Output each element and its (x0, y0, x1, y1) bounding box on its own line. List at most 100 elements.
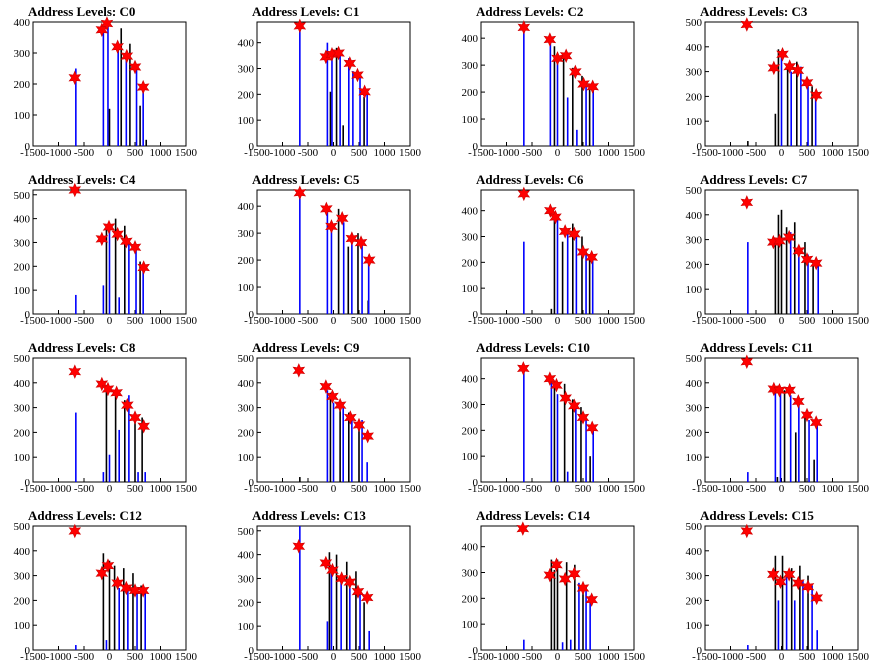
y-tick-label: 0 (25, 309, 31, 321)
chart-panel: Address Levels: C4 0 100 200 300 400 500 -1500-… (0, 168, 224, 336)
histogram-plot: 0 100 200 300 400 500 -1500 -1000 -500 0 500 1000 15… (686, 521, 870, 663)
y-tick-label: 300 (462, 568, 479, 580)
y-tick-label: 100 (686, 116, 703, 128)
histogram-plot: 0 100 200 300 400 500 -1500 -1000 -500 0 500 1000 15… (14, 182, 198, 327)
chart-title: Address Levels: C12 (28, 508, 142, 523)
peak-marker (101, 558, 115, 573)
y-tick-label: 400 (14, 378, 31, 390)
plot-frame (256, 189, 411, 315)
y-tick-label: 400 (14, 17, 31, 29)
x-tick-label: -500 (746, 147, 767, 159)
y-tick-label: 200 (686, 427, 703, 439)
y-tick-label: 100 (462, 619, 479, 631)
peak-marker (559, 390, 572, 406)
chart-panel: Address Levels: C8 0 100 200 300 400 500 -1500-… (0, 336, 224, 504)
chart-panel: Address Levels: C13 0 100 200 300 400 500 -1500… (224, 504, 448, 672)
x-tick-label: 1000 (598, 315, 621, 327)
peak-marker (517, 20, 531, 35)
peak-marker (792, 243, 806, 259)
peak-marker (128, 59, 142, 75)
peak-marker (137, 418, 150, 434)
y-tick-label: 400 (686, 42, 703, 54)
x-tick-label: 0 (107, 483, 113, 495)
peak-marker (776, 46, 789, 62)
peak-marker (128, 583, 142, 598)
peak-marker (782, 567, 796, 582)
histogram-plot: 0 100 200 300 400 500 -1500 -1000 -500 0 500 1000 15… (686, 17, 870, 159)
y-tick-label: 300 (14, 237, 31, 249)
peak-marker (585, 592, 598, 607)
peak-marker (783, 382, 796, 398)
peak-marker (549, 209, 562, 225)
plot-frame (256, 525, 411, 651)
x-tick-label: 0 (107, 315, 113, 327)
chart-title: Address Levels: C10 (476, 340, 590, 355)
peak-marker (354, 235, 368, 250)
y-tick-label: 0 (249, 645, 255, 657)
x-tick-label: -1000 (718, 483, 744, 495)
peak-marker (800, 407, 814, 423)
peak-marker (102, 219, 116, 235)
peak-marker (137, 260, 150, 275)
histogram-plot: 0 100 200 300 400 -1500 -1000 -500 0 500 1000 1500 (238, 185, 422, 327)
y-tick-label: 0 (697, 477, 703, 489)
peak-marker (576, 244, 590, 260)
x-tick-label: -1000 (46, 315, 72, 327)
x-tick-label: 0 (555, 147, 561, 159)
x-tick-label: 1000 (150, 483, 173, 495)
peak-marker (68, 70, 82, 86)
x-tick-label: -1000 (270, 147, 296, 159)
peak-marker (550, 557, 563, 573)
peak-marker (128, 410, 142, 425)
x-tick-label: 1000 (150, 315, 173, 327)
x-tick-label: 0 (555, 315, 561, 327)
peak-marker (783, 59, 796, 74)
chart-panel: Address Levels: C0 0 100 200 300 400 -1500 -100… (0, 0, 224, 168)
chart-panel: Address Levels: C14 0 100 200 300 400 -1500 -10… (448, 504, 672, 672)
x-tick-label: 1500 (847, 483, 870, 495)
x-tick-label: -1000 (718, 315, 744, 327)
x-tick-label: -1000 (494, 483, 520, 495)
x-tick-label: 1000 (598, 147, 621, 159)
chart-panel: Address Levels: C5 0 100 200 300 400 -1500 -100… (224, 168, 448, 336)
peak-marker (110, 385, 123, 400)
y-tick-label: 0 (697, 309, 703, 321)
peak-marker (120, 48, 134, 64)
y-tick-label: 0 (249, 141, 255, 153)
peak-marker (326, 562, 339, 578)
peak-marker (344, 410, 357, 425)
peak-marker (319, 555, 333, 571)
y-tick-label: 500 (14, 521, 31, 533)
histogram-plot: 0 100 200 300 400 -1500 -1000 -500 0 500 1000 1500 (462, 20, 646, 159)
peak-marker (585, 420, 599, 436)
peak-marker (740, 523, 754, 539)
peak-marker (326, 389, 339, 404)
peak-marker (568, 398, 581, 414)
y-tick-label: 300 (14, 571, 31, 583)
x-tick-label: -500 (522, 483, 543, 495)
x-tick-label: 1500 (175, 147, 198, 159)
peak-marker (351, 584, 365, 599)
y-tick-label: 100 (462, 451, 479, 463)
histogram-plot: 0 100 200 300 400 500 -1500 -1000 -500 0 500 1000 15… (238, 525, 422, 663)
peak-marker (740, 195, 754, 210)
y-tick-label: 400 (462, 33, 479, 45)
peak-marker (68, 182, 82, 198)
y-tick-label: 400 (14, 546, 31, 558)
x-tick-label: 1500 (399, 315, 422, 327)
peak-marker (800, 252, 814, 267)
x-tick-label: 1500 (175, 315, 198, 327)
x-tick-label: -1500 (468, 651, 494, 663)
chart-title: Address Levels: C7 (700, 172, 808, 187)
x-tick-label: 0 (107, 651, 113, 663)
y-tick-label: 100 (238, 621, 255, 633)
peak-marker (810, 590, 823, 606)
x-tick-label: -1500 (468, 147, 494, 159)
peak-marker (568, 566, 581, 582)
peak-marker (100, 16, 114, 31)
x-tick-label: -500 (298, 483, 319, 495)
peak-marker (550, 377, 563, 393)
x-tick-label: -500 (746, 651, 767, 663)
histogram-plot: 0 100 200 300 400 500 -1500 -1000 -500 0 500 1000 15… (14, 353, 198, 495)
x-tick-label: -1000 (270, 483, 296, 495)
